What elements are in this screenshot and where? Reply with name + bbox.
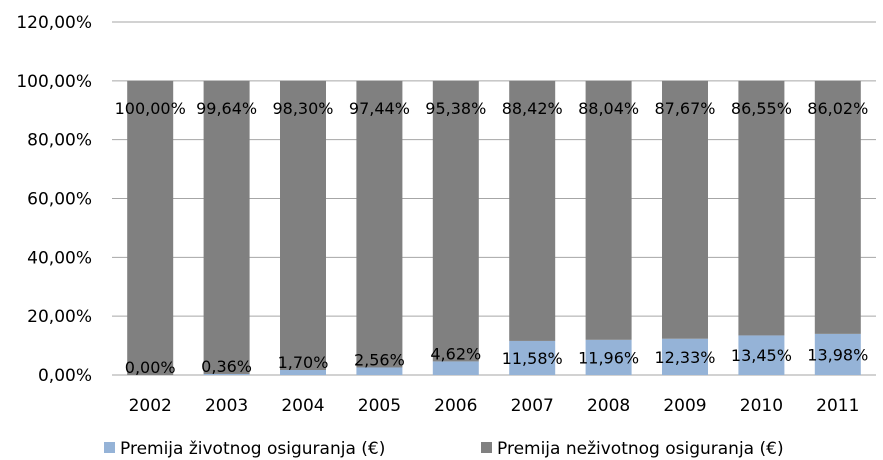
- data-label-non-life: 98,30%: [272, 99, 333, 118]
- x-tick-label: 2005: [358, 396, 401, 416]
- bar-life-insurance: [738, 335, 785, 375]
- data-label-life: 11,96%: [578, 348, 639, 367]
- y-tick-label: 60,00%: [27, 190, 92, 210]
- legend-swatch: [104, 442, 115, 453]
- bar-non-life-insurance: [432, 80, 479, 362]
- bar-non-life-insurance: [127, 80, 174, 375]
- legend-label: Premija životnog osiguranja (€): [120, 439, 385, 459]
- bar-life-insurance: [356, 367, 403, 375]
- data-labels: 100,00% 0,00% 99,64% 0,36% 98,30% 1,70% 97,44%…: [115, 99, 869, 377]
- data-label-non-life: 95,38%: [425, 99, 486, 118]
- data-label-life: 13,45%: [731, 346, 792, 365]
- bar-life-insurance: [509, 340, 556, 375]
- x-tick-label: 2008: [587, 396, 630, 416]
- y-axis-tick-labels: 0,00% 20,00% 40,00% 60,00% 80,00% 100,00% 120,…: [16, 13, 92, 386]
- data-label-life: 0,36%: [201, 357, 252, 376]
- bar-life-insurance: [203, 373, 250, 375]
- y-tick-label: 20,00%: [27, 307, 92, 327]
- x-tick-label: 2003: [205, 396, 248, 416]
- bar-life-insurance: [585, 339, 632, 375]
- data-label-non-life: 86,55%: [731, 99, 792, 118]
- data-label-non-life: 88,42%: [502, 99, 563, 118]
- x-axis-tick-labels: 2002 2003 2004 2005 2006 2007 2008 2009 2010 2011: [129, 396, 860, 416]
- y-tick-label: 0,00%: [38, 366, 92, 386]
- x-tick-label: 2002: [129, 396, 172, 416]
- data-label-non-life: 97,44%: [349, 99, 410, 118]
- x-tick-label: 2010: [740, 396, 783, 416]
- data-label-life: 2,56%: [354, 350, 405, 369]
- bar-life-insurance: [814, 333, 861, 375]
- y-tick-label: 120,00%: [16, 13, 92, 33]
- legend-label: Premija neživotnog osiguranja (€): [497, 439, 784, 459]
- legend-swatch: [481, 442, 492, 453]
- data-label-non-life: 86,02%: [807, 99, 868, 118]
- data-label-non-life: 87,67%: [654, 99, 715, 118]
- data-label-life: 13,98%: [807, 345, 868, 364]
- data-label-non-life: 99,64%: [196, 99, 257, 118]
- x-tick-label: 2007: [511, 396, 554, 416]
- bar-non-life-insurance: [356, 80, 403, 368]
- bar-non-life-insurance: [203, 80, 250, 374]
- data-label-life: 1,70%: [278, 353, 329, 372]
- data-label-life: 12,33%: [654, 348, 715, 367]
- x-tick-label: 2011: [816, 396, 859, 416]
- bar-non-life-insurance: [814, 80, 861, 334]
- bar-life-insurance: [280, 369, 326, 375]
- y-tick-label: 40,00%: [27, 248, 92, 268]
- data-label-non-life: 88,04%: [578, 99, 639, 118]
- x-tick-label: 2006: [434, 396, 477, 416]
- x-tick-label: 2009: [663, 396, 706, 416]
- x-tick-label: 2004: [281, 396, 324, 416]
- data-label-life: 0,00%: [125, 358, 176, 377]
- y-tick-label: 100,00%: [16, 72, 92, 92]
- bar-non-life-insurance: [738, 80, 785, 336]
- bar-non-life-insurance: [585, 80, 632, 340]
- bar-non-life-insurance: [509, 80, 556, 341]
- bar-life-insurance: [662, 338, 708, 375]
- data-label-life: 11,58%: [502, 349, 563, 368]
- data-label-non-life: 100,00%: [115, 99, 186, 118]
- bar-non-life-insurance: [280, 80, 326, 370]
- y-tick-label: 80,00%: [27, 131, 92, 151]
- bar-non-life-insurance: [662, 80, 708, 339]
- bar-life-insurance: [432, 361, 479, 375]
- bars: [127, 80, 861, 375]
- data-label-life: 4,62%: [430, 344, 481, 363]
- legend: Premija životnog osiguranja (€) Premija n…: [104, 439, 784, 459]
